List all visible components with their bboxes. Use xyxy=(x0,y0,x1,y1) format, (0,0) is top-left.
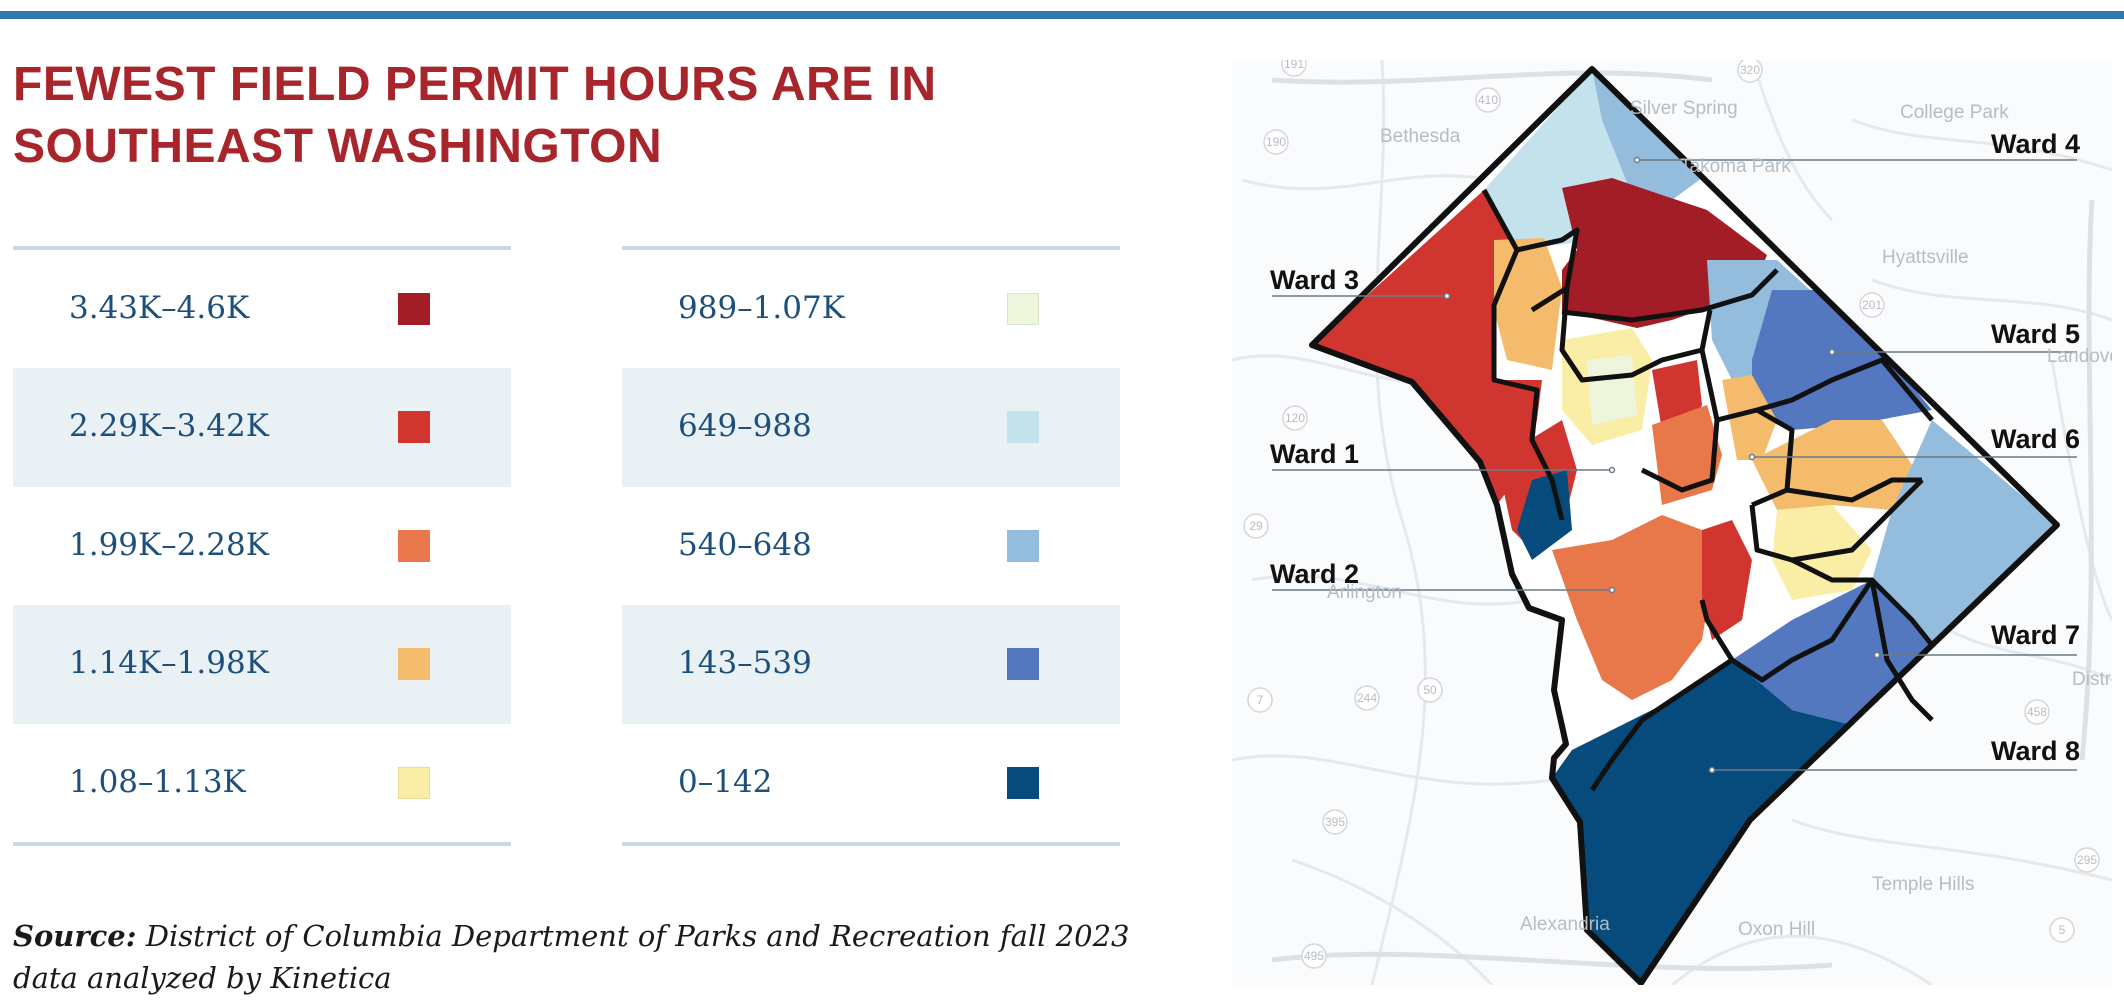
legend-item: 1.14K–1.98K xyxy=(13,605,511,724)
legend-item: 1.08–1.13K xyxy=(13,724,511,842)
place-label: Landover xyxy=(2047,346,2112,367)
road-marker-number: 395 xyxy=(1325,815,1345,829)
road-marker-number: 5 xyxy=(2059,923,2066,937)
ward-boundaries xyxy=(1481,188,1934,792)
top-accent-bar xyxy=(0,11,2124,19)
legend-item: 540–648 xyxy=(622,487,1120,605)
legend-rule-top xyxy=(622,246,1120,250)
road-marker-number: 201 xyxy=(1862,298,1882,312)
legend-item: 143–539 xyxy=(622,605,1120,724)
place-label: Arlington xyxy=(1327,582,1402,603)
legend-rule-bottom xyxy=(13,841,511,846)
basemap-interstates xyxy=(1271,70,2095,971)
legend-label: 540–648 xyxy=(678,526,812,563)
road-marker-number: 50 xyxy=(1423,683,1437,697)
place-label: District Heights xyxy=(2072,669,2112,690)
source-note: Source: District of Columbia Department … xyxy=(13,915,1153,999)
place-label: Takoma Park xyxy=(1680,156,1791,177)
ward-label-8: Ward 8 xyxy=(1991,736,2080,766)
place-label: Oxon Hill xyxy=(1738,919,1815,940)
place-label: College Park xyxy=(1900,102,2009,123)
road-marker-numbers: 191 190 410 320 29 120 244 50 7 395 495 … xyxy=(1249,60,2097,963)
legend-swatch xyxy=(398,411,430,444)
region-ward7-lightblue xyxy=(1872,420,2057,645)
road-marker-number: 458 xyxy=(2027,705,2047,719)
ward-label-1: Ward 1 xyxy=(1270,439,1359,469)
road-marker-number: 120 xyxy=(1285,411,1305,425)
legend-column-left: 3.43K–4.6K 2.29K–3.42K 1.99K–2.28K 1.14K… xyxy=(13,246,511,846)
region-ward2-navy-small xyxy=(1517,470,1572,560)
dc-outline xyxy=(1309,66,2060,985)
legend-swatch xyxy=(398,766,430,799)
place-label: Hyattsville xyxy=(1882,247,1969,268)
road-marker-number: 191 xyxy=(1284,60,1304,71)
road-markers xyxy=(1243,60,2100,969)
legend-item: 0–142 xyxy=(622,724,1120,842)
source-text: District of Columbia Department of Parks… xyxy=(13,919,1130,995)
ward-label-5: Ward 5 xyxy=(1991,319,2080,349)
legend-swatch xyxy=(398,529,430,562)
road-marker-number: 29 xyxy=(1249,519,1263,533)
place-label: Alexandria xyxy=(1520,914,1610,935)
source-prefix: Source: xyxy=(13,919,137,953)
legend-item: 1.99K–2.28K xyxy=(13,487,511,605)
page-title: FEWEST FIELD PERMIT HOURS ARE IN SOUTHEA… xyxy=(13,58,937,173)
legend-label: 989–1.07K xyxy=(678,290,845,326)
region-ward1-pale xyxy=(1587,355,1637,425)
ward-label-4: Ward 4 xyxy=(1991,129,2080,159)
legend-swatch xyxy=(398,648,430,681)
legend-swatch xyxy=(1007,766,1039,799)
region-ward2-red xyxy=(1702,520,1752,640)
region-ward8-navy xyxy=(1552,525,2057,983)
legend-label: 2.29K–3.42K xyxy=(69,408,269,445)
region-north-blue xyxy=(1592,69,1702,200)
legend-swatch xyxy=(1007,648,1039,681)
legend-label: 1.08–1.13K xyxy=(69,763,246,800)
place-label: Bethesda xyxy=(1380,126,1461,147)
road-marker-number: 7 xyxy=(1257,693,1264,707)
ward-leader-lines xyxy=(1272,156,2077,774)
place-labels: Silver Spring Bethesda Takoma Park Colle… xyxy=(1327,98,2112,940)
legend-rule-top xyxy=(13,246,511,250)
legend-swatch xyxy=(1007,529,1039,562)
dc-ward-map: Silver Spring Bethesda Takoma Park Colle… xyxy=(1232,60,2112,985)
legend-swatch xyxy=(1007,411,1039,444)
legend-item: 3.43K–4.6K xyxy=(13,250,511,368)
ward-label-3: Ward 3 xyxy=(1270,265,1359,295)
road-marker-number: 320 xyxy=(1740,63,1760,77)
ward-label-7: Ward 7 xyxy=(1991,620,2080,650)
road-marker-number: 495 xyxy=(1304,949,1324,963)
region-ward3-orange xyxy=(1494,238,1562,370)
legend-label: 649–988 xyxy=(678,408,812,445)
ward-label-6: Ward 6 xyxy=(1991,424,2080,454)
legend-label: 1.99K–2.28K xyxy=(69,526,269,563)
region-ward2-orange xyxy=(1552,515,1712,700)
road-marker-number: 295 xyxy=(2077,853,2097,867)
road-marker-number: 410 xyxy=(1478,93,1498,107)
place-label: Temple Hills xyxy=(1872,874,1974,895)
legend-swatch xyxy=(398,293,430,325)
legend-swatch xyxy=(1007,293,1039,325)
place-label: Silver Spring xyxy=(1630,98,1738,119)
ward-label-2: Ward 2 xyxy=(1270,559,1359,589)
region-ward5-orange xyxy=(1722,375,1777,460)
legend-item: 2.29K–3.42K xyxy=(13,368,511,487)
legend-item: 649–988 xyxy=(622,368,1120,487)
legend-label: 0–142 xyxy=(678,763,773,800)
road-marker-number: 190 xyxy=(1266,135,1286,149)
road-marker-number: 244 xyxy=(1357,691,1377,705)
legend-label: 1.14K–1.98K xyxy=(69,645,269,682)
ward-labels: Ward 4 Ward 3 Ward 5 Ward 1 Ward 6 Ward … xyxy=(1270,129,2080,766)
legend-label: 143–539 xyxy=(678,645,812,682)
region-ward3-red xyxy=(1312,190,1542,505)
legend-label: 3.43K–4.6K xyxy=(69,290,250,326)
legend-column-right: 989–1.07K 649–988 540–648 143–539 0–142 xyxy=(622,246,1120,846)
legend-rule-bottom xyxy=(622,841,1120,846)
legend-item: 989–1.07K xyxy=(622,250,1120,368)
